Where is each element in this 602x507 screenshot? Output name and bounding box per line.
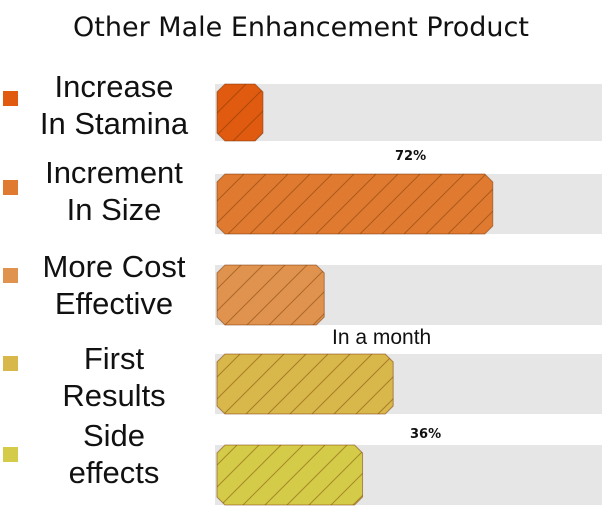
category-label-line2: In Stamina — [39, 106, 189, 141]
category-label-line1: First — [83, 341, 145, 376]
bar-track — [215, 84, 602, 141]
annotation-72-percent: 72% — [395, 149, 427, 164]
bar-hatch — [217, 265, 325, 325]
bar-side-effects — [216, 444, 364, 506]
category-label-line2: In Size — [66, 192, 162, 227]
bar-results — [216, 353, 394, 415]
legend-swatch-stamina — [3, 91, 18, 106]
category-label-line1: Side — [82, 418, 146, 453]
legend-swatch-side-effects — [3, 447, 18, 462]
category-label-line2: Effective — [54, 286, 174, 321]
category-label-cost-effective: More Cost Effective — [26, 248, 202, 322]
bar-hatch — [217, 445, 363, 505]
category-label-line1: Increment — [45, 155, 183, 190]
annotation-in-a-month: In a month — [332, 326, 432, 349]
category-label-increase-stamina: Increase In Stamina — [26, 68, 202, 142]
chart-title: Other Male Enhancement Product — [73, 12, 529, 43]
bar-hatch — [217, 354, 394, 414]
category-label-line2: Results — [62, 378, 166, 413]
category-label-line1: More Cost — [42, 249, 186, 284]
bar-cost — [216, 264, 325, 326]
annotation-36-percent: 36% — [410, 427, 442, 442]
bar-hatch — [217, 174, 493, 234]
category-label-increment-size: Increment In Size — [26, 154, 202, 228]
category-label-line2: effects — [68, 455, 160, 490]
legend-swatch-size — [3, 180, 18, 195]
bar-stamina — [216, 83, 264, 142]
legend-swatch-results — [3, 356, 18, 371]
legend-swatch-cost — [3, 268, 18, 283]
category-label-line1: Increase — [54, 69, 174, 104]
bar-hatch — [217, 84, 263, 141]
category-label-first-results: First Results — [26, 340, 202, 414]
category-label-side-effects: Side effects — [26, 417, 202, 491]
bar-size — [216, 173, 494, 235]
